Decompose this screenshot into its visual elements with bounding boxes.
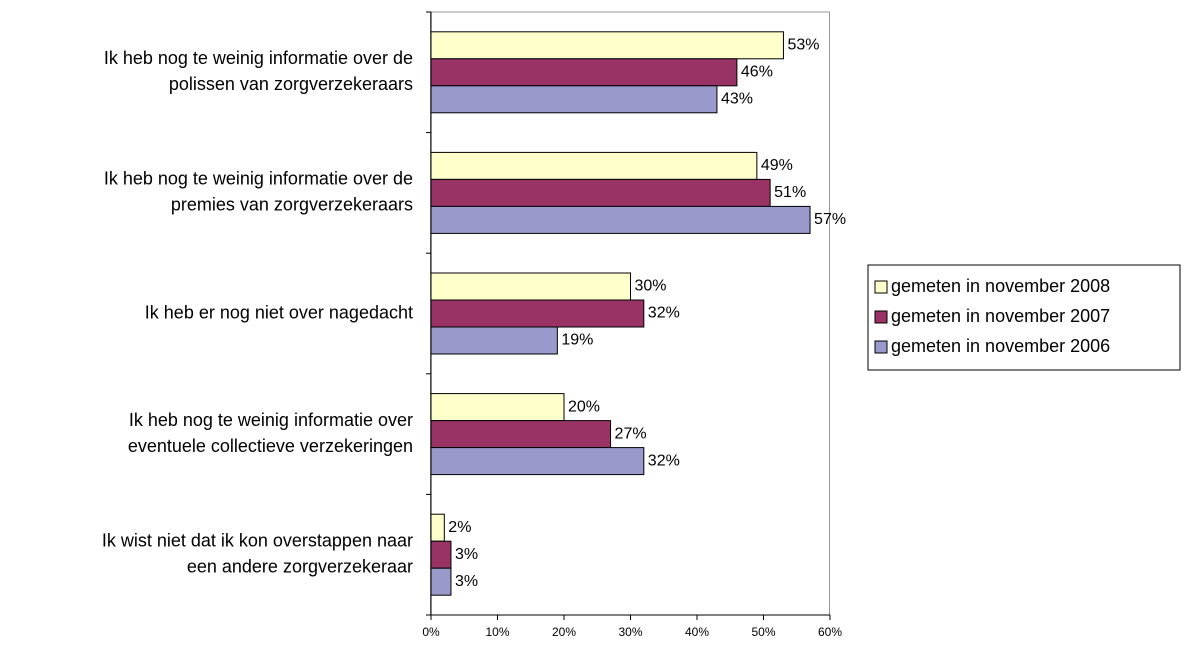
legend-swatch bbox=[874, 280, 888, 294]
value-label: 49% bbox=[761, 157, 793, 174]
value-label: 32% bbox=[648, 305, 680, 322]
x-tick-label: 40% bbox=[685, 625, 709, 639]
bar bbox=[430, 58, 738, 87]
value-label: 27% bbox=[615, 425, 647, 442]
legend-box bbox=[867, 264, 1181, 371]
value-label: 3% bbox=[455, 546, 478, 563]
value-label: 20% bbox=[568, 398, 600, 415]
bar bbox=[430, 447, 645, 476]
x-tick-label: 60% bbox=[818, 625, 842, 639]
category-label: Ik heb nog te weinig informatie over de bbox=[104, 48, 413, 68]
bar bbox=[430, 85, 718, 114]
value-label: 53% bbox=[787, 37, 819, 54]
value-label: 46% bbox=[741, 64, 773, 81]
legend-label: gemeten in november 2006 bbox=[891, 336, 1110, 356]
value-label: 32% bbox=[648, 452, 680, 469]
x-tick-label: 20% bbox=[552, 625, 576, 639]
bar bbox=[430, 299, 645, 328]
category-label: Ik heb er nog niet over nagedacht bbox=[145, 302, 413, 322]
category-label: Ik wist niet dat ik kon overstappen naar bbox=[102, 530, 413, 550]
category-label: Ik heb nog te weinig informatie over bbox=[129, 410, 413, 430]
value-label: 57% bbox=[814, 211, 846, 228]
bar bbox=[430, 420, 612, 449]
category-label: polissen van zorgverzekeraars bbox=[169, 74, 413, 94]
bar bbox=[430, 540, 452, 569]
bar bbox=[430, 272, 631, 301]
legend-label: gemeten in november 2007 bbox=[891, 306, 1110, 326]
category-label: een andere zorgverzekeraar bbox=[187, 556, 413, 576]
bar bbox=[430, 178, 771, 207]
category-label: Ik heb nog te weinig informatie over de bbox=[104, 169, 413, 189]
bar bbox=[430, 567, 452, 596]
value-label: 51% bbox=[774, 184, 806, 201]
value-label: 2% bbox=[448, 519, 471, 536]
category-label: eventuele collectieve verzekeringen bbox=[128, 436, 413, 456]
value-label: 30% bbox=[635, 278, 667, 295]
bar bbox=[430, 513, 445, 542]
x-tick-label: 0% bbox=[422, 625, 440, 639]
bar bbox=[430, 393, 565, 422]
category-label: premies van zorgverzekeraars bbox=[171, 195, 413, 215]
legend-swatch bbox=[874, 340, 888, 354]
bar bbox=[430, 31, 784, 60]
legend-label: gemeten in november 2008 bbox=[891, 276, 1110, 296]
bar bbox=[430, 151, 758, 180]
legend-swatch bbox=[874, 310, 888, 324]
value-label: 43% bbox=[721, 91, 753, 108]
x-tick-label: 30% bbox=[618, 625, 642, 639]
value-label: 3% bbox=[455, 573, 478, 590]
bar bbox=[430, 205, 811, 234]
value-label: 19% bbox=[561, 332, 593, 349]
bar bbox=[430, 326, 558, 355]
x-tick-label: 50% bbox=[751, 625, 775, 639]
x-tick-label: 10% bbox=[485, 625, 509, 639]
